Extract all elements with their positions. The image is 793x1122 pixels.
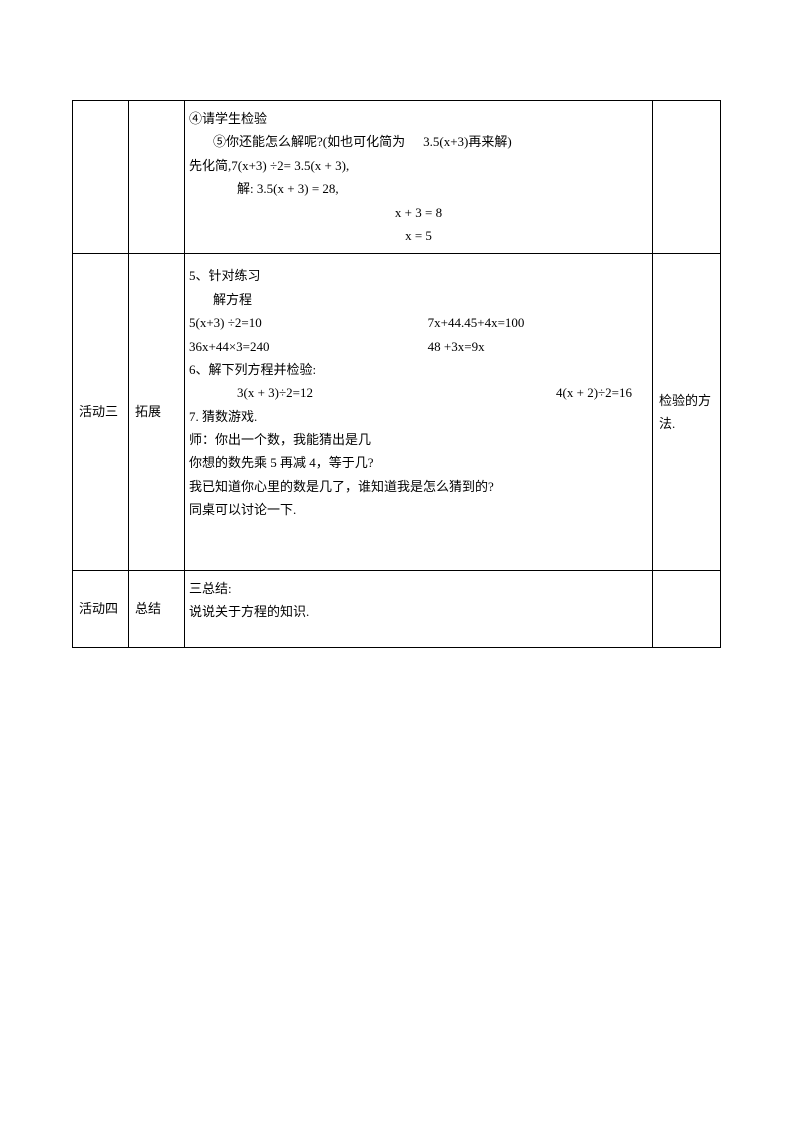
cell-type: 拓展 — [129, 254, 185, 570]
content-text: 6、解下列方程并检验: — [189, 358, 648, 381]
note-text: 法. — [659, 412, 716, 435]
content-text: 解: 3.5(x + 3) = 28, — [189, 177, 648, 200]
cell-note — [653, 101, 721, 254]
content-text: 三总结: — [189, 577, 648, 600]
table-row: 活动四 总结 三总结: 说说关于方程的知识. — [73, 570, 721, 648]
table-row: 活动三 拓展 5、针对练习 解方程 5(x+3) ÷2=10 7x+44.45+… — [73, 254, 721, 570]
cell-note: 检验的方 法. — [653, 254, 721, 570]
content-text: x + 3 = 8 — [189, 201, 648, 224]
table-row: ④请学生检验 ⑤你还能怎么解呢?(如也可化简为3.5(x+3)再来解) 先化简,… — [73, 101, 721, 254]
content-text: 7x+44.45+4x=100 — [428, 311, 648, 334]
content-text: 36x+44×3=240 — [189, 335, 428, 358]
cell-type — [129, 101, 185, 254]
content-text: 4(x + 2)÷2=16 — [428, 381, 648, 404]
cell-activity: 活动三 — [73, 254, 129, 570]
content-text: 5、针对练习 — [189, 264, 648, 287]
content-text: 5(x+3) ÷2=10 — [189, 311, 428, 334]
cell-note — [653, 570, 721, 648]
content-text: 同桌可以讨论一下. — [189, 498, 648, 521]
cell-content: 5、针对练习 解方程 5(x+3) ÷2=10 7x+44.45+4x=100 … — [185, 254, 653, 570]
content-text: 我已知道你心里的数是几了，谁知道我是怎么猜到的? — [189, 475, 648, 498]
cell-activity — [73, 101, 129, 254]
content-text: 解方程 — [189, 288, 648, 311]
lesson-plan-table: ④请学生检验 ⑤你还能怎么解呢?(如也可化简为3.5(x+3)再来解) 先化简,… — [72, 100, 721, 648]
content-text: 7. 猜数游戏. — [189, 405, 648, 428]
content-text: ⑤你还能怎么解呢?(如也可化简为3.5(x+3)再来解) — [189, 130, 648, 153]
content-text: 先化简,7(x+3) ÷2= 3.5(x + 3), — [189, 154, 648, 177]
content-text: 说说关于方程的知识. — [189, 600, 648, 623]
note-text: 检验的方 — [659, 389, 716, 412]
cell-content: ④请学生检验 ⑤你还能怎么解呢?(如也可化简为3.5(x+3)再来解) 先化简,… — [185, 101, 653, 254]
equation-row: 3(x + 3)÷2=12 4(x + 2)÷2=16 — [189, 381, 648, 404]
content-text: 你想的数先乘 5 再减 4，等于几? — [189, 451, 648, 474]
content-text: 48 +3x=9x — [428, 335, 648, 358]
cell-activity: 活动四 — [73, 570, 129, 648]
cell-content: 三总结: 说说关于方程的知识. — [185, 570, 653, 648]
equation-row: 5(x+3) ÷2=10 7x+44.45+4x=100 — [189, 311, 648, 334]
content-text: x = 5 — [189, 224, 648, 247]
equation-row: 36x+44×3=240 48 +3x=9x — [189, 335, 648, 358]
cell-type: 总结 — [129, 570, 185, 648]
content-text: 3(x + 3)÷2=12 — [189, 381, 428, 404]
content-text: 师：你出一个数，我能猜出是几 — [189, 428, 648, 451]
content-text: ④请学生检验 — [189, 107, 648, 130]
